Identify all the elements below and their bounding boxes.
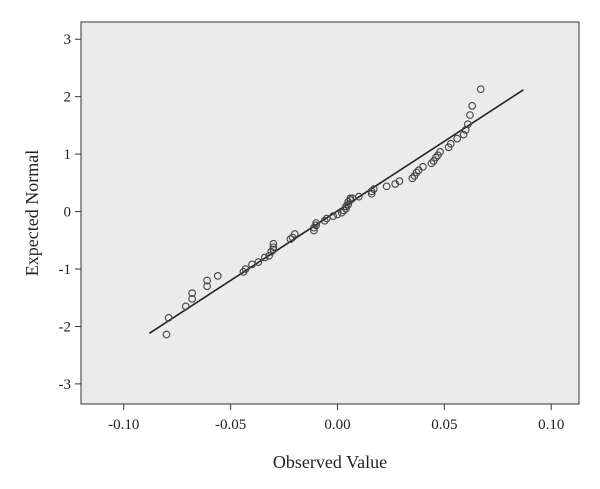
data-point	[260, 253, 269, 262]
data-point	[367, 189, 376, 198]
y-axis-label: Expected Normal	[22, 150, 42, 276]
data-point	[408, 174, 417, 183]
data-point	[322, 214, 331, 223]
data-point	[312, 219, 320, 227]
data-point	[427, 159, 436, 168]
data-point	[419, 162, 427, 171]
y-axis: -3 -2 -1 0 1 2 3	[59, 32, 81, 393]
data-point	[310, 223, 318, 232]
data-point	[329, 212, 338, 221]
data-points	[162, 85, 485, 339]
data-point	[436, 147, 444, 156]
data-point	[466, 111, 474, 119]
x-axis-label: Observed Value	[273, 452, 387, 472]
data-point	[412, 168, 421, 177]
data-point	[203, 282, 211, 291]
data-point	[320, 216, 329, 225]
x-axis: -0.10 -0.05 0.00 0.05 0.10	[108, 404, 564, 433]
data-point	[453, 134, 462, 143]
data-point	[395, 177, 404, 185]
data-point	[312, 221, 320, 230]
data-point	[181, 302, 190, 311]
data-point	[431, 153, 440, 162]
plot-frame	[80, 21, 580, 405]
data-point	[355, 192, 363, 201]
data-point	[342, 202, 350, 211]
data-point	[213, 272, 222, 280]
data-point	[337, 208, 346, 217]
data-point	[464, 120, 472, 129]
y-tick-label: 1	[64, 147, 72, 163]
data-point	[254, 258, 263, 266]
data-point	[203, 276, 211, 285]
y-tick-label: 0	[64, 205, 72, 221]
y-tick-label: -3	[59, 377, 72, 393]
data-point	[269, 239, 278, 248]
data-point	[265, 251, 273, 260]
data-point	[333, 210, 342, 219]
y-tick-label: -2	[59, 319, 72, 335]
data-point	[369, 185, 378, 194]
y-tick-label: 2	[64, 90, 72, 106]
data-point	[269, 245, 278, 254]
data-point	[459, 130, 468, 139]
data-point	[286, 235, 295, 243]
data-point	[367, 187, 376, 196]
data-point	[446, 139, 455, 148]
data-point	[468, 102, 476, 110]
data-point	[346, 194, 355, 203]
x-tick-label: 0.05	[431, 417, 457, 433]
data-point	[310, 226, 318, 235]
x-tick-label: -0.05	[215, 417, 246, 433]
data-point	[342, 204, 350, 213]
x-tick-label: -0.10	[108, 417, 139, 433]
data-point	[290, 230, 299, 238]
x-tick-label: 0.10	[538, 417, 564, 433]
data-point	[241, 265, 250, 273]
data-point	[248, 260, 256, 269]
plot-area	[81, 22, 579, 404]
data-point	[269, 243, 278, 252]
data-point	[188, 295, 196, 303]
data-point	[188, 289, 196, 297]
data-point	[162, 330, 171, 339]
data-point	[267, 247, 276, 256]
y-tick-label: -1	[59, 262, 72, 278]
data-point	[476, 85, 485, 94]
data-point	[164, 313, 173, 322]
x-tick-label: 0.00	[324, 417, 350, 433]
y-tick-label: 3	[64, 32, 72, 48]
data-point	[340, 206, 348, 215]
data-point	[382, 182, 391, 191]
